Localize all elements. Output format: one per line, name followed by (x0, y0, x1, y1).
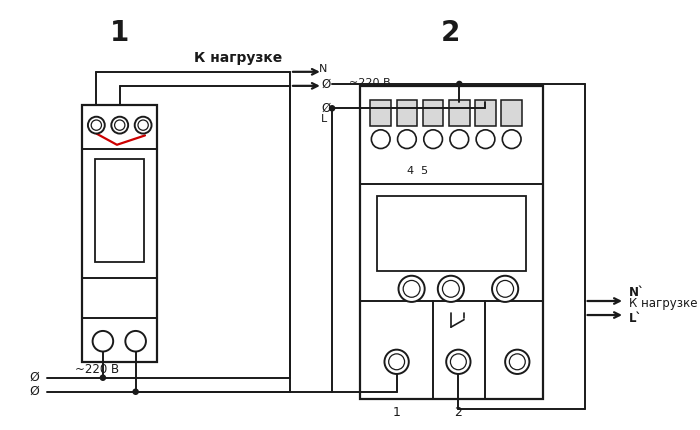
Text: N`: N` (629, 286, 645, 299)
Circle shape (132, 388, 139, 395)
Bar (397, 100, 417, 126)
Text: L`: L` (629, 312, 642, 325)
Bar (360, 86, 542, 399)
Text: 1: 1 (110, 18, 130, 46)
Circle shape (398, 130, 416, 148)
Text: ~220 В: ~220 В (349, 78, 391, 88)
Bar (83, 104, 158, 362)
Circle shape (138, 120, 148, 130)
Text: L: L (321, 114, 328, 123)
Circle shape (372, 130, 390, 148)
Circle shape (384, 350, 409, 374)
Circle shape (450, 130, 469, 148)
Circle shape (503, 130, 521, 148)
Circle shape (88, 117, 105, 134)
Circle shape (505, 350, 529, 374)
Bar (95, 159, 144, 262)
Circle shape (492, 276, 518, 302)
Text: 2: 2 (441, 18, 461, 46)
Circle shape (92, 331, 113, 351)
Text: 2: 2 (454, 406, 462, 419)
Circle shape (446, 350, 470, 374)
Circle shape (125, 331, 146, 351)
Text: 4  5: 4 5 (407, 166, 428, 176)
Bar (423, 100, 443, 126)
Circle shape (99, 375, 106, 381)
Circle shape (510, 354, 525, 370)
Bar (370, 100, 391, 126)
Circle shape (91, 120, 101, 130)
Circle shape (450, 354, 466, 370)
Circle shape (329, 105, 335, 111)
Circle shape (389, 354, 405, 370)
Bar (475, 100, 496, 126)
Text: К нагрузке: К нагрузке (195, 51, 283, 65)
Bar (501, 100, 522, 126)
Text: ~220 В: ~220 В (75, 363, 119, 376)
Circle shape (115, 120, 125, 130)
Circle shape (476, 130, 495, 148)
Bar (377, 196, 526, 271)
Circle shape (134, 117, 151, 134)
Circle shape (497, 280, 514, 297)
Circle shape (424, 130, 442, 148)
Circle shape (412, 282, 421, 292)
Circle shape (403, 280, 420, 297)
Circle shape (111, 117, 128, 134)
Circle shape (398, 276, 425, 302)
Text: К нагрузке: К нагрузке (629, 297, 697, 310)
Text: Ø: Ø (29, 371, 39, 384)
Circle shape (438, 276, 464, 302)
Text: Ø: Ø (321, 102, 330, 115)
Text: 1: 1 (393, 406, 400, 419)
Text: Ø: Ø (321, 77, 330, 90)
Text: Ø: Ø (29, 385, 39, 398)
Circle shape (456, 81, 463, 87)
Circle shape (442, 280, 459, 297)
Bar (449, 100, 470, 126)
Text: N: N (319, 64, 328, 74)
